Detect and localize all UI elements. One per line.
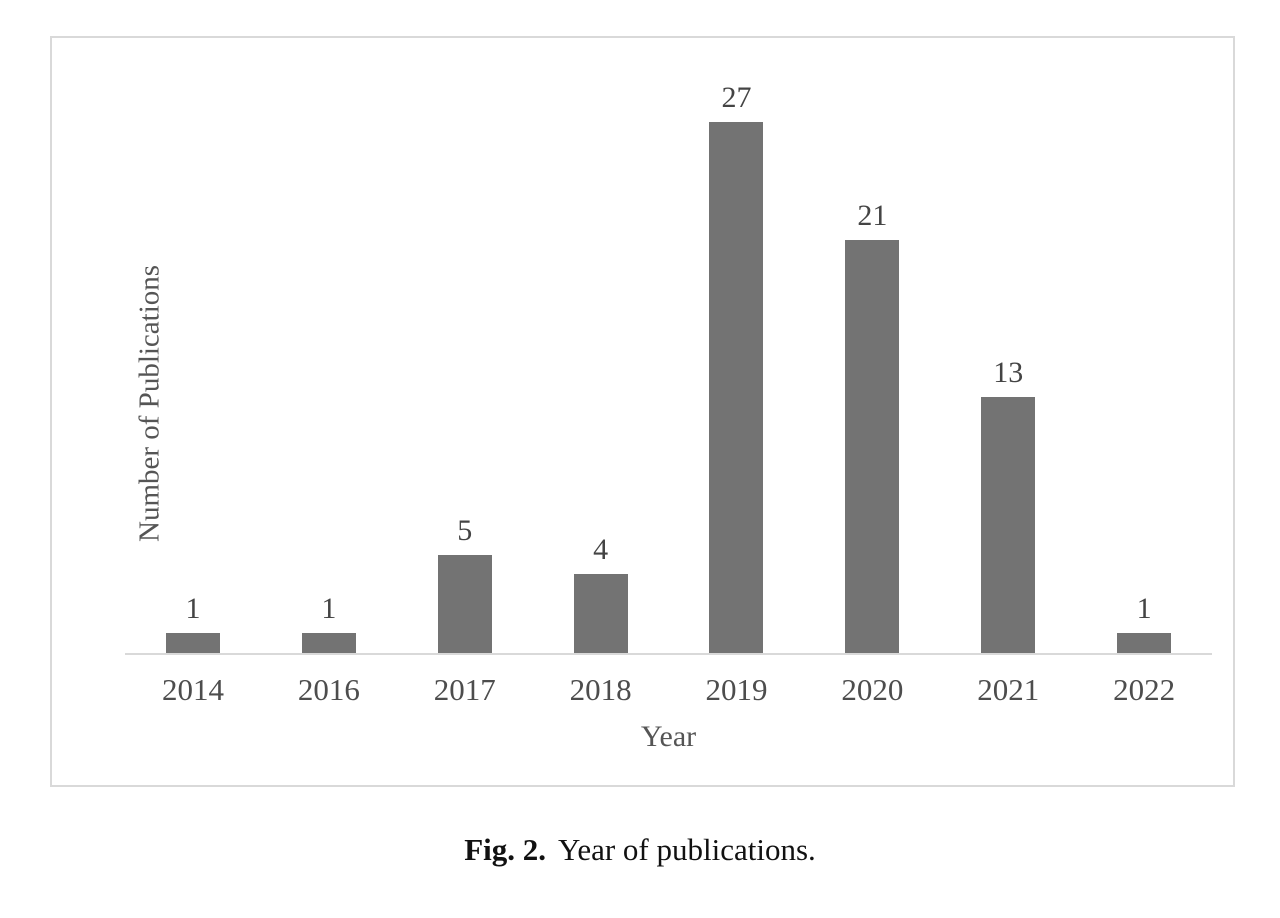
bar-column: 1	[1076, 594, 1212, 653]
x-tick-label: 2014	[161, 672, 224, 707]
bar-column: 27	[669, 83, 805, 653]
bar-value-label: 5	[457, 514, 473, 547]
bar-column: 21	[804, 201, 940, 653]
bar-column: 4	[533, 535, 669, 653]
x-tick-row: 2014 2016 2017 2018 2019 2020 2021 2022	[125, 672, 1212, 708]
x-tick-label: 2019	[705, 672, 768, 707]
bar	[437, 555, 492, 653]
x-tick-label: 2017	[433, 672, 496, 707]
bar-column: 13	[940, 358, 1076, 653]
bar	[981, 397, 1036, 653]
x-tick-label: 2016	[297, 672, 360, 707]
bar-column: 1	[261, 594, 397, 653]
plot-area: 1 1 5 4 27 21 13 1	[125, 38, 1212, 653]
bar	[1117, 633, 1172, 653]
bar-value-label: 27	[721, 81, 752, 114]
x-tick-label: 2018	[569, 672, 632, 707]
x-axis-line	[125, 653, 1212, 655]
bar-value-label: 13	[993, 356, 1024, 389]
bar	[709, 122, 764, 653]
x-tick-label: 2020	[841, 672, 904, 707]
bar	[165, 633, 220, 653]
x-axis-label: Year	[640, 720, 697, 753]
x-tick-label: 2021	[977, 672, 1040, 707]
bar	[845, 240, 900, 653]
bar-value-label: 1	[1136, 592, 1152, 625]
bar-value-label: 4	[593, 533, 609, 566]
bar-value-label: 1	[185, 592, 201, 625]
bar-column: 5	[397, 516, 533, 653]
caption-text: Year of publications.	[558, 832, 816, 867]
caption-fig-label: Fig. 2.	[464, 832, 547, 867]
figure-caption: Fig. 2. Year of publications.	[0, 832, 1280, 868]
bar-column: 1	[125, 594, 261, 653]
x-tick-label: 2022	[1113, 672, 1176, 707]
bar-value-label: 1	[321, 592, 337, 625]
bar-value-label: 21	[857, 199, 888, 232]
bar	[301, 633, 356, 653]
bars-row: 1 1 5 4 27 21 13 1	[125, 38, 1212, 653]
figure-frame: Number of Publications 1 1 5 4 27 21 13 1 2014 2…	[50, 36, 1235, 787]
bar	[573, 574, 628, 653]
